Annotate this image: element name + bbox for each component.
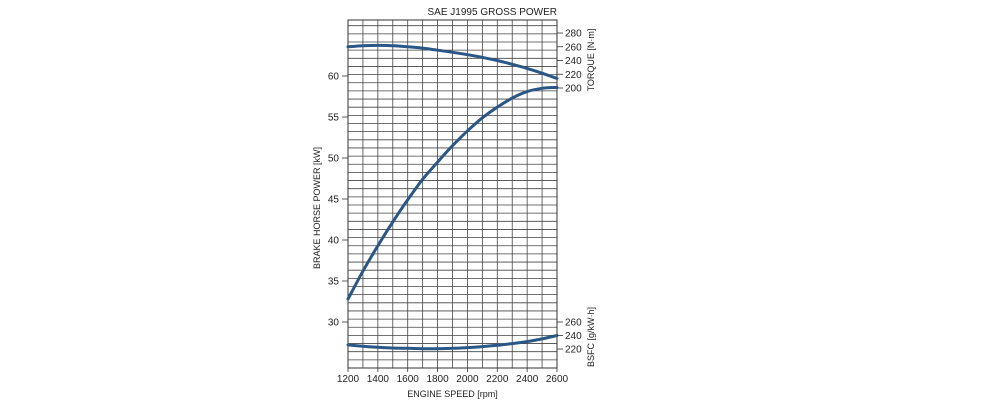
plot-frame [347,19,558,369]
power-tick-label: 45 [328,195,340,206]
power-tick-label: 30 [328,318,340,329]
bsfc-axis-title: BSFC [g/kW·h] [586,307,596,367]
torque-axis-ticks: 200 220 240 260 280 [557,29,582,95]
power-tick-label: 50 [328,154,340,165]
series-lines [346,43,559,351]
x-tick-label: 2600 [546,374,569,385]
power-axis-title: BRAKE HORSE POWER [kW] [312,147,322,269]
x-tick-label: 1600 [397,374,420,385]
x-tick-label: 2400 [516,374,539,385]
x-tick-label: 1200 [337,374,360,385]
bsfc-tick-label: 240 [565,331,582,342]
x-axis-ticks: 1200 1400 1600 1800 2000 2200 2400 2600 [337,368,569,385]
torque-curve [346,43,559,80]
x-tick-label: 2200 [486,374,509,385]
torque-tick-label: 220 [565,70,582,81]
power-tick-label: 40 [328,236,340,247]
torque-axis-title: TORQUE [N·m] [586,29,596,92]
bsfc-axis-ticks: 220 240 260 [557,318,582,356]
power-curve [346,86,559,301]
x-tick-label: 1800 [426,374,449,385]
power-axis-ticks: 30 35 40 45 50 55 60 [328,72,348,329]
x-tick-label: 2000 [456,374,479,385]
chart-title: SAE J1995 GROSS POWER [428,7,558,18]
power-tick-label: 60 [328,72,340,83]
torque-tick-label: 240 [565,56,582,67]
power-tick-label: 35 [328,277,340,288]
torque-tick-label: 200 [565,84,582,95]
torque-tick-label: 280 [565,29,582,40]
bsfc-tick-label: 260 [565,318,582,329]
chart-grid [348,20,557,368]
torque-tick-label: 260 [565,42,582,53]
bsfc-tick-label: 220 [565,345,582,356]
power-tick-label: 55 [328,113,340,124]
x-axis-title: ENGINE SPEED [rpm] [407,389,498,399]
x-tick-label: 1400 [367,374,390,385]
bsfc-curve [346,334,559,351]
